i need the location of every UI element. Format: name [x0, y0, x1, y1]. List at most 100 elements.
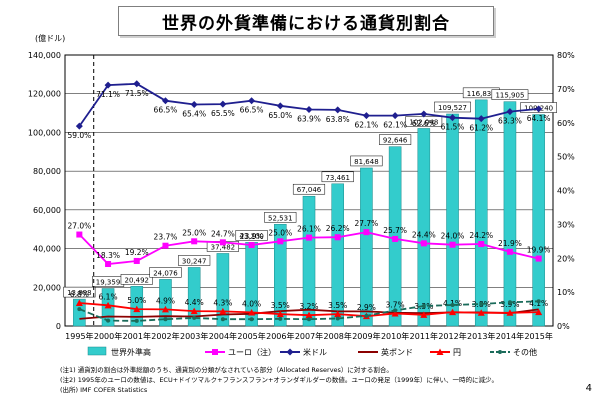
legend-marker	[212, 349, 218, 355]
legend-label: その他	[513, 347, 537, 357]
series-marker	[75, 122, 83, 130]
line-value-label: 62.1%	[354, 121, 378, 130]
line-value-label: 4.9%	[156, 296, 175, 305]
bar-value-label: 13,898	[67, 289, 92, 297]
x-tick-label: 2007年	[295, 331, 323, 341]
line-value-label: 3.5%	[328, 301, 347, 310]
series-marker	[391, 309, 399, 317]
series-marker	[449, 114, 457, 122]
line-value-label: 26.1%	[297, 225, 321, 234]
x-tick-label: 2003年	[180, 331, 208, 341]
line-value-label: 4.0%	[242, 299, 261, 308]
series-marker	[450, 302, 455, 307]
bar-label-box	[434, 101, 471, 113]
bar-label-box	[264, 212, 297, 223]
left-tick-label: 120,000	[28, 90, 61, 99]
x-tick-label: 2004年	[209, 331, 237, 341]
line-value-label: 71.1%	[96, 90, 120, 99]
line-value-label: 63.9%	[297, 115, 321, 124]
x-tick-label: 1995年	[65, 331, 93, 341]
x-tick-label: 2002年	[151, 331, 179, 341]
x-tick-label: 2012年	[438, 331, 466, 341]
x-tick-label: 2000年	[94, 331, 122, 341]
bar-value-label: 102,048	[409, 118, 438, 126]
series-marker	[477, 115, 485, 123]
legend-label: 米ドル	[303, 347, 327, 357]
line-value-label: 66.5%	[240, 106, 264, 115]
series-marker	[507, 300, 512, 305]
bar	[159, 279, 172, 327]
bar	[331, 183, 344, 327]
bar-value-label: 67,046	[297, 186, 322, 194]
line-value-label: 61.2%	[469, 124, 493, 133]
series-marker	[449, 308, 457, 316]
series-marker	[305, 311, 313, 319]
series-marker	[363, 229, 370, 236]
series-marker	[364, 313, 369, 318]
bar-label-box	[292, 183, 326, 195]
series-marker	[420, 311, 428, 318]
bar-value-label: 116,834	[467, 90, 496, 98]
series-marker	[305, 106, 313, 114]
series-marker	[276, 310, 284, 318]
bar	[360, 167, 373, 327]
bar-label-box	[350, 155, 383, 167]
bar-value-label: 92,646	[383, 137, 408, 145]
series-marker	[420, 240, 427, 247]
line-value-label: 6.1%	[99, 292, 118, 301]
series-marker	[421, 304, 426, 309]
series-marker	[192, 315, 197, 320]
left-axis-unit: (億ドル)	[35, 33, 65, 43]
left-tick-label: 100,000	[28, 128, 61, 137]
series-marker	[134, 318, 139, 323]
series-marker	[133, 80, 141, 88]
x-tick-label: 2006年	[266, 331, 294, 341]
left-tick-label: 40,000	[33, 245, 61, 254]
line-value-label: 62.6%	[412, 119, 436, 128]
left-tick-label: 140,000	[28, 51, 61, 60]
legend-label: 英ポンド	[381, 347, 413, 357]
left-tick-label: 60,000	[33, 206, 61, 215]
series-marker	[362, 112, 370, 120]
left-tick-label: 20,000	[33, 283, 61, 292]
series-marker	[506, 309, 514, 316]
series-marker	[278, 316, 283, 321]
series-marker	[449, 241, 456, 248]
series-marker	[190, 100, 198, 108]
right-tick-label: 80%	[557, 51, 575, 60]
bar-value-label: 30,247	[182, 257, 207, 265]
line-value-label: 4.1%	[529, 299, 548, 308]
line-value-label: 24.4%	[412, 230, 436, 239]
bar	[446, 113, 459, 327]
right-tick-label: 10%	[557, 288, 575, 297]
series-marker	[104, 301, 112, 309]
series-marker	[307, 317, 311, 322]
series-marker	[105, 261, 112, 268]
x-tick-label: 2008年	[324, 331, 352, 341]
line-value-label: 65.0%	[268, 111, 292, 120]
bar-value-label: 19,359	[96, 279, 121, 287]
legend-label: ユーロ（注）	[228, 347, 276, 357]
legend-marker	[498, 350, 502, 354]
series-marker	[248, 242, 255, 249]
note-source: (出所) IMF COFER Statistics	[60, 386, 148, 394]
x-tick-label: 2001年	[123, 331, 151, 341]
right-tick-label: 30%	[557, 220, 575, 229]
legend-swatch	[87, 346, 107, 356]
x-tick-label: 2010年	[381, 331, 409, 341]
left-tick-label: 0	[56, 322, 61, 331]
line-value-label: 3.5%	[271, 301, 290, 310]
bar-value-label: 109,527	[438, 104, 467, 112]
bar-label-box	[178, 255, 211, 266]
left-tick-label: 80,000	[33, 167, 61, 176]
series-marker	[220, 317, 225, 322]
bar-label-box	[235, 230, 268, 241]
legend-label: 円	[453, 348, 461, 357]
bar-value-label: 52,531	[268, 214, 293, 222]
series-marker	[191, 238, 198, 245]
series-marker	[535, 308, 543, 316]
line-value-label: 24.0%	[441, 232, 465, 241]
line-value-label: 23.7%	[154, 233, 178, 242]
right-tick-label: 70%	[557, 85, 575, 94]
line-value-label: 18.3%	[96, 251, 120, 260]
